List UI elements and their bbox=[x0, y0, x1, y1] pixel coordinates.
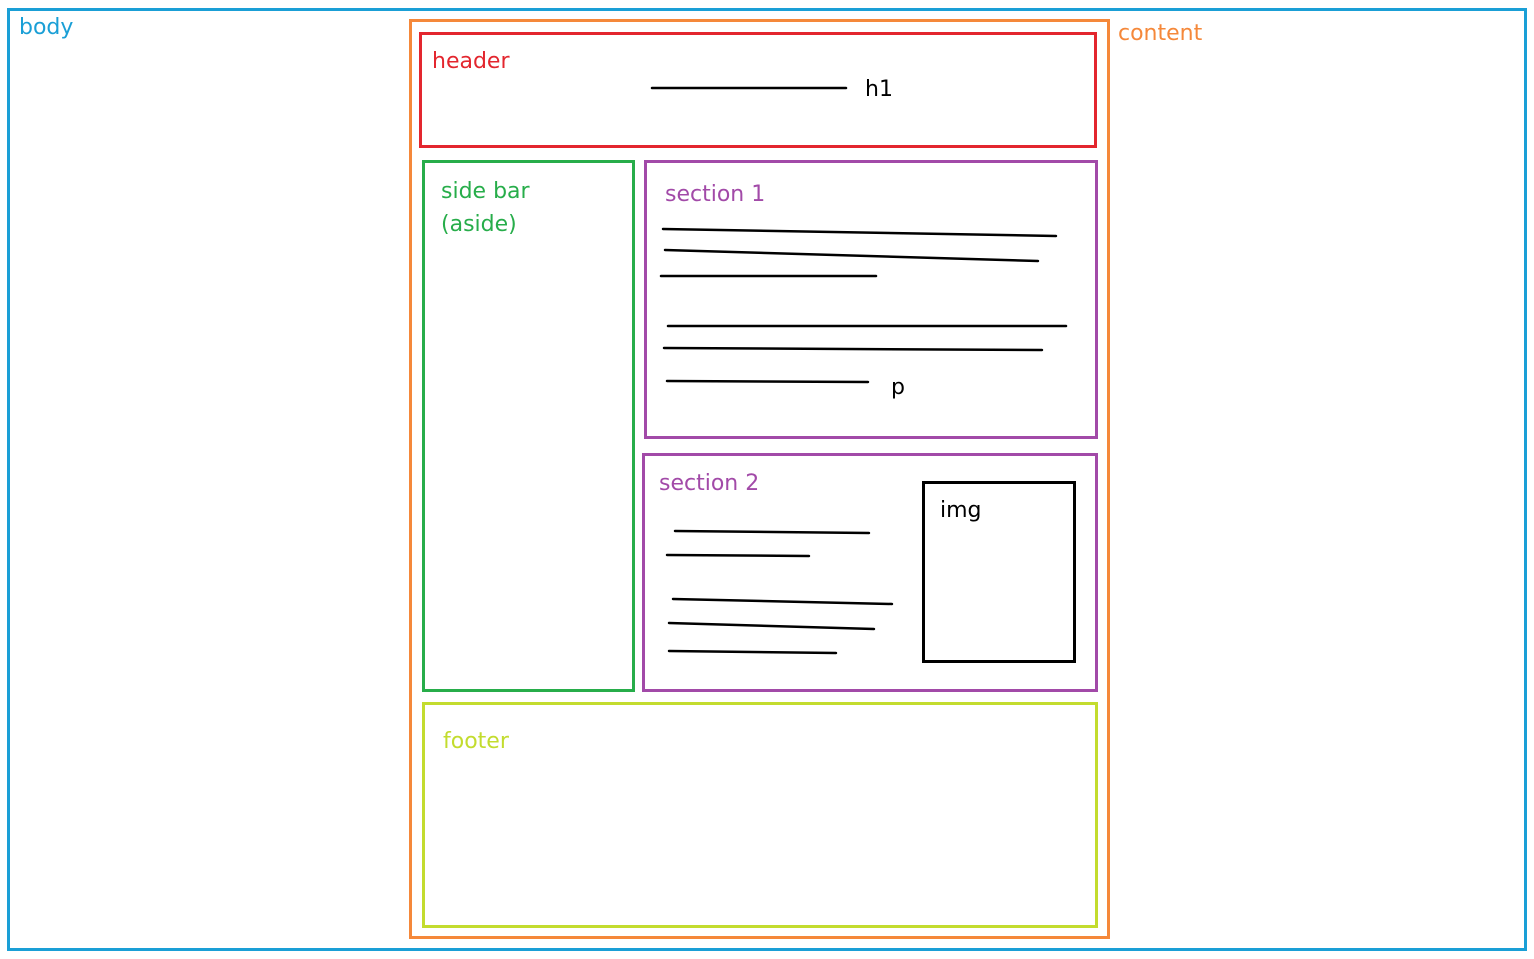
img-label: img bbox=[940, 498, 982, 523]
content-label: content bbox=[1118, 21, 1203, 46]
header-box bbox=[419, 32, 1097, 148]
section2-label: section 2 bbox=[659, 471, 760, 496]
text-line bbox=[671, 597, 894, 606]
text-line bbox=[665, 553, 811, 558]
text-line bbox=[665, 379, 870, 384]
section1-label: section 1 bbox=[665, 182, 766, 207]
section1-box bbox=[644, 160, 1098, 439]
body-box bbox=[7, 8, 1527, 951]
text-line bbox=[662, 346, 1044, 352]
h1-label: h1 bbox=[865, 77, 893, 102]
header-label: header bbox=[432, 49, 510, 74]
body-label: body bbox=[19, 15, 74, 40]
img-box bbox=[922, 481, 1076, 663]
content-box bbox=[409, 19, 1110, 939]
text-line bbox=[667, 621, 876, 631]
text-line bbox=[667, 649, 838, 655]
text-line bbox=[673, 529, 871, 535]
footer-label: footer bbox=[443, 729, 509, 754]
sidebar-label-line2: (aside) bbox=[441, 212, 517, 237]
p-label: p bbox=[891, 375, 905, 400]
sidebar-label-line1: side bar bbox=[441, 179, 530, 204]
sidebar-box bbox=[422, 160, 635, 692]
section2-box bbox=[642, 453, 1098, 692]
footer-box bbox=[422, 702, 1098, 928]
text-line bbox=[663, 248, 1040, 263]
text-line bbox=[661, 227, 1058, 238]
